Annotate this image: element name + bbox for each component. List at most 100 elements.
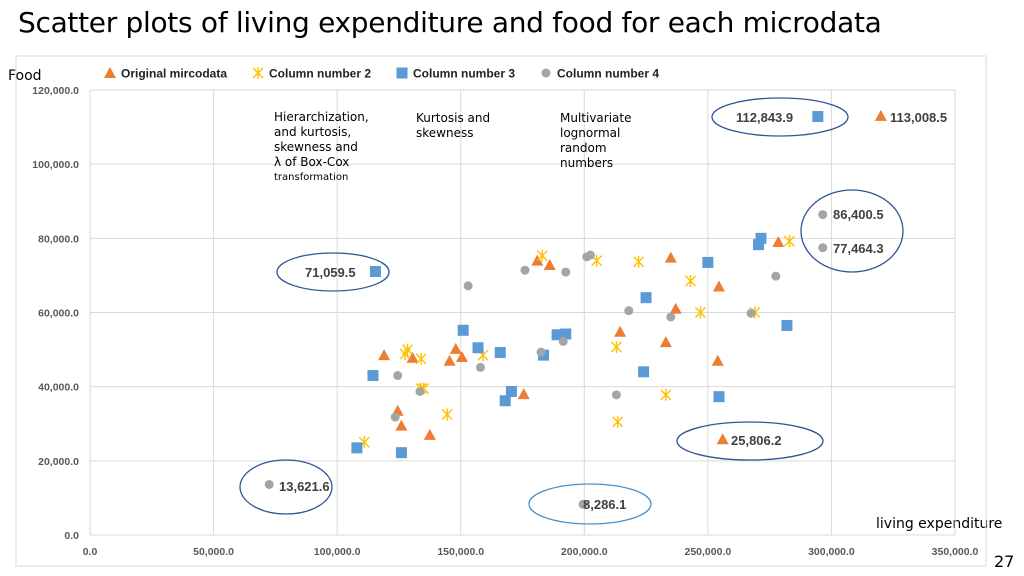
chart-frame bbox=[15, 55, 987, 567]
column-4-point bbox=[463, 281, 473, 291]
original-point bbox=[443, 354, 456, 366]
x-tick-label: 350,000.0 bbox=[932, 546, 979, 558]
column-4-point bbox=[611, 390, 621, 400]
x-tick-label: 250,000.0 bbox=[684, 546, 731, 558]
original-point bbox=[874, 109, 887, 121]
original-point bbox=[517, 388, 530, 400]
y-tick-label: 20,000.0 bbox=[38, 456, 79, 468]
callout-label: 77,464.3 bbox=[833, 241, 884, 256]
x-tick-label: 200,000.0 bbox=[561, 546, 608, 558]
original-legend-marker bbox=[104, 67, 116, 78]
y-tick-label: 80,000.0 bbox=[38, 233, 79, 245]
column-4-point bbox=[415, 386, 425, 396]
annotation-line: λ of Box-Cox bbox=[274, 155, 349, 169]
column-3-point bbox=[395, 447, 407, 459]
callout-ellipse bbox=[276, 252, 390, 292]
column-3-point bbox=[812, 111, 824, 123]
callout-label: 25,806.2 bbox=[731, 433, 782, 448]
column-4-point bbox=[558, 336, 568, 346]
column-2-point bbox=[694, 306, 706, 319]
annotation-line: skewness and bbox=[274, 140, 358, 154]
grid-lines bbox=[89, 89, 956, 536]
column-3-point bbox=[753, 239, 765, 251]
original-point bbox=[712, 280, 725, 292]
column-2-legend-marker bbox=[252, 67, 264, 79]
column-4-point bbox=[818, 210, 828, 220]
original-point bbox=[716, 433, 729, 445]
column-2-point bbox=[633, 255, 645, 268]
original-point bbox=[423, 428, 436, 440]
callout-ellipse bbox=[528, 483, 652, 525]
column-3-point bbox=[472, 342, 484, 354]
column-3-point bbox=[457, 324, 469, 336]
original-legend-label: Original mircodata bbox=[121, 67, 227, 81]
column-2-point bbox=[402, 343, 414, 356]
column-4-point bbox=[475, 362, 485, 372]
column-3-point bbox=[369, 265, 381, 277]
original-point bbox=[378, 349, 391, 361]
column-3-point bbox=[494, 347, 506, 359]
column-4-point bbox=[585, 250, 595, 260]
column-4-legend-label: Column number 4 bbox=[557, 67, 659, 81]
column-3-point bbox=[560, 328, 572, 340]
column-3-point bbox=[551, 329, 563, 341]
annotations: Hierarchization,and kurtosis,skewness an… bbox=[274, 110, 632, 183]
callout-ellipses bbox=[239, 97, 904, 525]
callout-label: 86,400.5 bbox=[833, 207, 884, 222]
column-3-legend-label: Column number 3 bbox=[413, 67, 515, 81]
x-tick-label: 150,000.0 bbox=[437, 546, 484, 558]
annotation-line: numbers bbox=[560, 156, 613, 170]
callout-ellipse bbox=[711, 97, 849, 137]
original-point bbox=[664, 251, 677, 263]
page-number: 27 bbox=[994, 552, 1015, 571]
annotation-line: lognormal bbox=[560, 126, 620, 140]
column-2-point bbox=[660, 388, 672, 401]
callout-ellipse bbox=[800, 189, 904, 273]
column-2-point bbox=[610, 340, 622, 353]
column-4-point bbox=[578, 499, 588, 509]
column-4-point bbox=[536, 347, 546, 357]
callout-label: 71,059.5 bbox=[305, 265, 356, 280]
column-4-point bbox=[746, 308, 756, 318]
column-4-point bbox=[666, 312, 676, 322]
column-3-point bbox=[505, 385, 517, 397]
annotation-line: transformation bbox=[274, 172, 348, 183]
original-point bbox=[711, 354, 724, 366]
callout-ellipse bbox=[239, 459, 333, 515]
column-3-point bbox=[755, 232, 767, 244]
column-4-point bbox=[520, 265, 530, 275]
y-tick-label: 120,000.0 bbox=[32, 85, 79, 97]
column-4-point bbox=[390, 412, 400, 422]
column-4-point bbox=[264, 479, 274, 489]
callout-ellipse bbox=[676, 421, 824, 461]
x-tick-label: 0.0 bbox=[83, 546, 98, 558]
original-point bbox=[449, 342, 462, 354]
column-4-point bbox=[818, 243, 828, 253]
column-3-point bbox=[638, 366, 650, 378]
y-tick-label: 0.0 bbox=[64, 530, 79, 542]
original-point bbox=[395, 419, 408, 431]
y-tick-label: 100,000.0 bbox=[32, 159, 79, 171]
page-title: Scatter plots of living expenditure and … bbox=[18, 6, 882, 39]
original-point bbox=[669, 302, 682, 314]
column-4-point bbox=[561, 267, 571, 277]
original-point bbox=[406, 351, 419, 363]
original-point bbox=[455, 351, 468, 362]
column-2-point bbox=[441, 408, 453, 421]
column-2-legend-label: Column number 2 bbox=[269, 67, 371, 81]
x-tick-label: 50,000.0 bbox=[193, 546, 234, 558]
column-4-point bbox=[624, 306, 634, 316]
y-tick-label: 60,000.0 bbox=[38, 308, 79, 320]
callout-label: 113,008.5 bbox=[890, 110, 947, 125]
column-3-point bbox=[781, 319, 793, 331]
y-tick-label: 40,000.0 bbox=[38, 382, 79, 394]
axes: 0.0 20,000.0 40,000.0 60,000.0 80,000.0 100,0… bbox=[32, 85, 978, 558]
column-3-point bbox=[713, 391, 725, 403]
column-3-point bbox=[702, 256, 714, 268]
column-2-point bbox=[685, 274, 697, 287]
callout-label: 112,843.9 bbox=[736, 110, 793, 125]
column-3-legend-marker bbox=[396, 67, 408, 79]
callout-labels: 112,843.9 113,008.5 86,400.5 77,464.3 71,059… bbox=[279, 110, 947, 512]
x-tick-label: 300,000.0 bbox=[808, 546, 855, 558]
